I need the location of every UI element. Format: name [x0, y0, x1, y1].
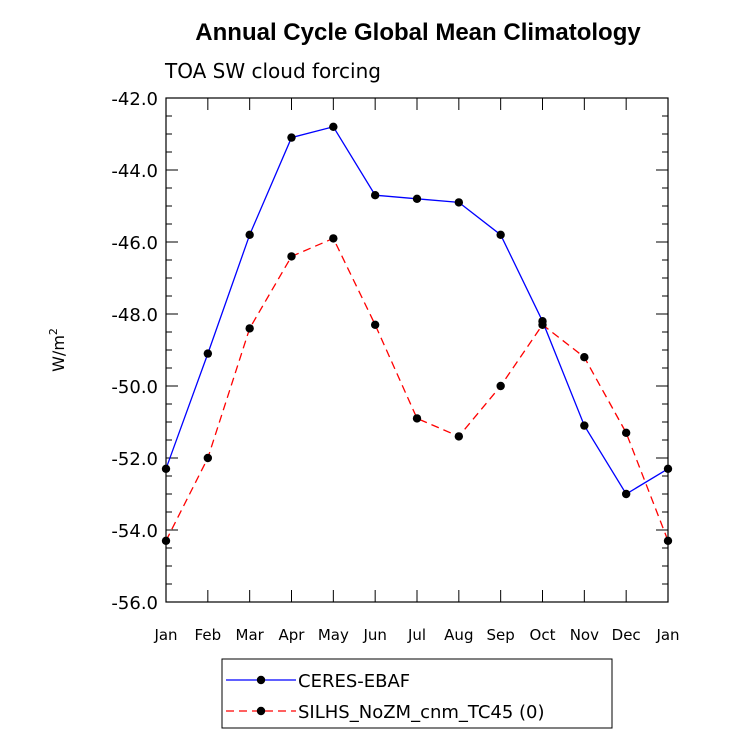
x-tick-label: Jan: [153, 626, 177, 644]
x-tick-label: Mar: [236, 626, 265, 644]
data-point-series-1: [454, 198, 464, 207]
series-line-2: [165, 237, 669, 542]
data-point-series-2: [245, 324, 254, 333]
data-point-series-1: [621, 489, 631, 499]
x-tick-label: Apr: [279, 626, 306, 644]
x-tick-label: Feb: [195, 626, 222, 644]
x-tick-label: Nov: [570, 626, 599, 644]
legend-box: [221, 658, 613, 729]
data-point-series-2: [161, 536, 171, 545]
chart-subtitle: TOA SW cloud forcing: [164, 59, 381, 83]
data-point-series-1: [203, 349, 213, 358]
data-point-series-1: [329, 122, 338, 131]
y-tick-label: -54.0: [111, 521, 158, 542]
data-point-series-2: [370, 320, 380, 329]
data-point-series-1: [663, 464, 673, 473]
data-point-series-2: [412, 414, 422, 423]
data-point-series-2: [496, 381, 505, 391]
x-tick-label: Oct: [530, 626, 556, 644]
y-tick-labels: -42.0 -44.0 -46.0 -48.0 -50.0 -52.0 -54.0 -56.0: [111, 89, 158, 614]
data-point-series-2: [621, 428, 631, 437]
y-tick-label: -48.0: [111, 305, 158, 326]
x-tick-label: Jan: [655, 626, 679, 644]
data-point-series-1: [412, 194, 422, 203]
y-axis-label-text: W/m: [49, 335, 68, 372]
series-line-1: [165, 126, 669, 495]
legend-label-1: CERES-EBAF: [298, 671, 410, 692]
data-point-series-2: [203, 453, 213, 463]
chart-title: Annual Cycle Global Mean Climatology: [195, 19, 641, 46]
data-point-series-2: [580, 353, 589, 362]
x-tick-labels: Jan Feb Mar Apr May Jun Jul Aug Sep Oct Nov Dec Jan: [153, 626, 679, 644]
y-tick-label: -56.0: [111, 593, 158, 614]
x-tick-label: Sep: [487, 626, 515, 644]
legend-items: CERES-EBAF SILHS_NoZM_cnm_TC45 (0): [226, 671, 545, 723]
y-tick-label: -50.0: [111, 377, 158, 398]
data-point-series-1: [287, 133, 296, 142]
x-tick-label: Jul: [407, 626, 426, 644]
x-tick-label: Jun: [362, 626, 386, 644]
data-point-series-2: [287, 252, 296, 261]
legend-label-2: SILHS_NoZM_cnm_TC45 (0): [298, 702, 545, 723]
x-tick-label: May: [318, 626, 349, 644]
data-point-series-1: [245, 230, 254, 239]
data-point-series-1: [580, 421, 589, 430]
y-tick-label: -52.0: [111, 449, 158, 470]
y-axis-label-superscript: 2: [47, 328, 60, 335]
legend-marker-2: [256, 706, 266, 716]
axis-ticks: [165, 97, 669, 603]
data-point-series-2: [663, 536, 673, 545]
data-point-series-1: [496, 230, 505, 239]
y-axis-label: W/m2: [47, 328, 68, 372]
y-tick-label: -46.0: [111, 233, 158, 254]
y-tick-label: -42.0: [111, 89, 158, 110]
series-layer: [161, 122, 673, 545]
legend-marker-1: [256, 675, 266, 685]
data-point-series-1: [161, 464, 171, 473]
data-point-series-1: [370, 191, 380, 200]
y-tick-label: -44.0: [111, 161, 158, 182]
plot-frame: [165, 97, 669, 603]
data-point-series-2: [538, 320, 547, 329]
x-tick-label: Aug: [444, 626, 473, 644]
legend: CERES-EBAF SILHS_NoZM_cnm_TC45 (0): [221, 658, 613, 729]
data-point-series-2: [454, 432, 464, 441]
data-point-series-2: [329, 234, 338, 243]
x-tick-label: Dec: [612, 626, 641, 644]
